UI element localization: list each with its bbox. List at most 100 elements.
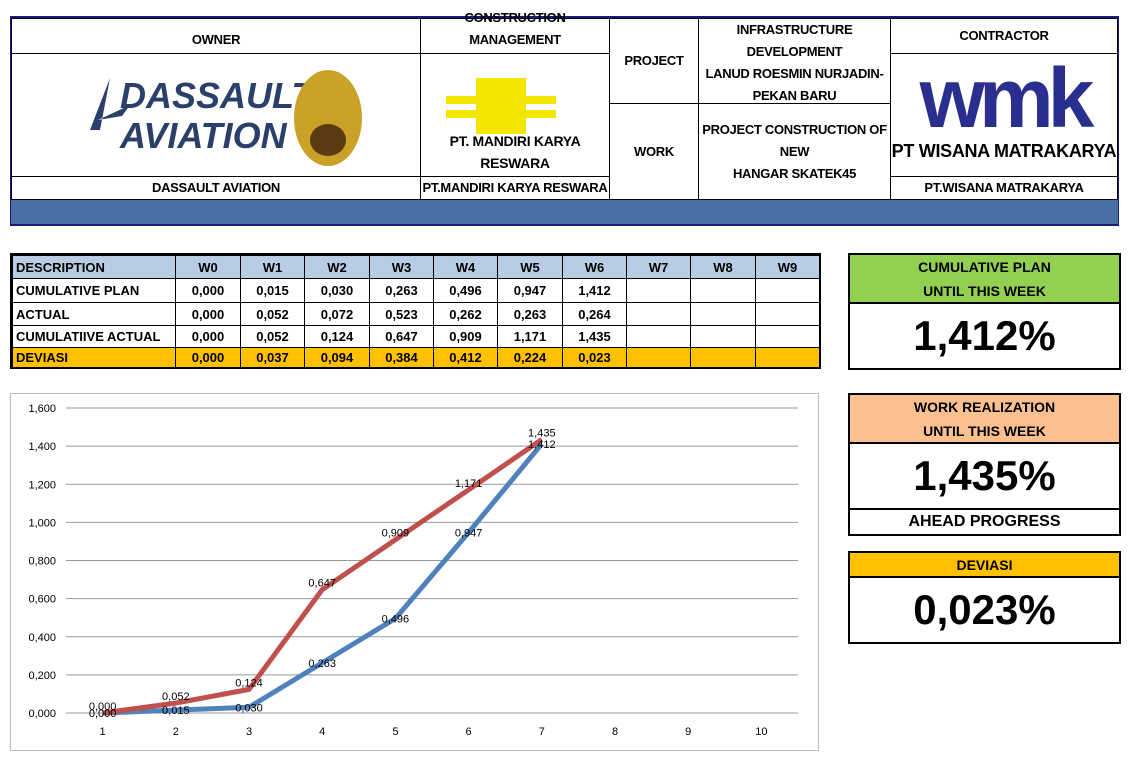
- table-cell: 0,496: [433, 278, 498, 303]
- owner-title: OWNER: [11, 18, 421, 54]
- table-empty-cell: [690, 347, 756, 368]
- summary-value: 0,023%: [913, 586, 1056, 633]
- table-cell: 0,052: [240, 302, 305, 326]
- summary-title: DEVIASI: [850, 553, 1119, 578]
- table-empty-cell: [755, 325, 820, 348]
- owner-logo-text: DASSAULT: [120, 75, 316, 116]
- table-header-cell: W0: [175, 255, 241, 279]
- cm-name: PT.MANDIRI KARYA RESWARA: [420, 176, 610, 200]
- table-empty-cell: [690, 325, 756, 348]
- project-info: INFRASTRUCTURE DEVELOPMENT LANUD ROESMIN…: [698, 18, 891, 104]
- data-label: 0,647: [308, 578, 336, 590]
- x-tick-label: 1: [100, 726, 106, 738]
- x-tick-label: 2: [173, 726, 179, 738]
- table-cell: 0,052: [240, 325, 305, 348]
- contractor-logo: wmk: [919, 51, 1095, 145]
- data-label: 0,496: [382, 613, 410, 625]
- table-cell: 0,023: [562, 347, 627, 368]
- y-tick-label: 1,600: [28, 403, 56, 415]
- table-empty-cell: [690, 278, 756, 303]
- emblem: [310, 124, 346, 156]
- table-empty-cell: [626, 347, 691, 368]
- table-header-cell: W1: [240, 255, 305, 279]
- project-line: INFRASTRUCTURE DEVELOPMENT: [736, 22, 853, 59]
- table-cell: 0,094: [304, 347, 370, 368]
- y-tick-label: 0,400: [28, 632, 56, 644]
- table-cell: 1,435: [562, 325, 627, 348]
- chart-frame: [10, 393, 819, 751]
- table-cell: 0,224: [497, 347, 563, 368]
- project-line: LANUD ROESMIN NURJADIN-: [705, 66, 884, 81]
- summary-title-line: CUMULATIVE PLAN: [918, 258, 1051, 275]
- table-cell: 0,947: [497, 278, 563, 303]
- project-label: PROJECT: [609, 18, 699, 104]
- contractor-logo-cell: wmk PT WISANA MATRAKARYA: [890, 53, 1118, 177]
- table-header-cell: W9: [755, 255, 820, 279]
- data-label: 0,263: [308, 658, 336, 670]
- contractor-title: CONTRACTOR: [890, 18, 1118, 54]
- y-tick-label: 0,000: [28, 708, 56, 720]
- x-tick-label: 10: [755, 726, 767, 738]
- summary-title-line: DEVIASI: [956, 556, 1013, 573]
- table-empty-cell: [626, 278, 691, 303]
- summary-note: AHEAD PROGRESS: [850, 508, 1119, 534]
- table-cell: 0,037: [240, 347, 305, 368]
- s-curve-chart: 0,000 0,200 0,400 0,600 0,800 1,000 1,200 1,400…: [10, 393, 819, 751]
- summary-title: WORK REALIZATION UNTIL THIS WEEK: [850, 395, 1119, 444]
- table-cell: ACTUAL: [12, 302, 176, 326]
- x-tick-label: 9: [685, 726, 691, 738]
- x-tick-label: 5: [392, 726, 398, 738]
- table-cell: DEVIASI: [12, 347, 176, 368]
- summary-title-line: UNTIL THIS WEEK: [923, 422, 1046, 439]
- data-label: 1,435: [528, 427, 556, 439]
- contractor-logo-name: PT WISANA MATRAKARYA: [891, 141, 1117, 161]
- table-cell: 0,412: [433, 347, 498, 368]
- table-empty-cell: [755, 302, 820, 326]
- table-cell: 0,909: [433, 325, 498, 348]
- y-tick-label: 1,200: [28, 479, 56, 491]
- table-cell: 0,000: [175, 302, 241, 326]
- y-tick-label: 1,400: [28, 441, 56, 453]
- table-cell: 0,264: [562, 302, 627, 326]
- summary-title: CUMULATIVE PLAN UNTIL THIS WEEK: [850, 255, 1119, 304]
- summary-value: 1,435%: [913, 452, 1056, 499]
- table-cell: 0,263: [369, 278, 434, 303]
- table-cell: 1,412: [562, 278, 627, 303]
- table-cell: 0,030: [304, 278, 370, 303]
- data-label: 0,124: [235, 677, 263, 689]
- owner-name: DASSAULT AVIATION: [11, 176, 421, 200]
- series-line: [102, 437, 544, 716]
- table-header-cell: W4: [433, 255, 498, 279]
- table-cell: CUMULATIVE PLAN: [12, 278, 176, 303]
- x-tick-label: 7: [539, 726, 545, 738]
- table-empty-cell: [626, 302, 691, 326]
- summary-box: DEVIASI 0,023%: [848, 551, 1121, 644]
- x-tick-label: 3: [246, 726, 252, 738]
- y-tick-label: 0,600: [28, 594, 56, 606]
- summary-value: 1,412%: [913, 312, 1056, 359]
- cm-logo: [446, 78, 556, 134]
- work-info: PROJECT CONSTRUCTION OF NEW HANGAR SKATE…: [698, 103, 891, 200]
- y-tick-label: 0,800: [28, 556, 56, 568]
- data-label: 0,052: [162, 691, 190, 703]
- data-label: 0,030: [235, 702, 263, 714]
- summary-box: CUMULATIVE PLAN UNTIL THIS WEEK 1,412%: [848, 253, 1121, 370]
- table-header-cell: W5: [497, 255, 563, 279]
- table-cell: 0,015: [240, 278, 305, 303]
- table-cell: 0,000: [175, 325, 241, 348]
- table-empty-cell: [755, 347, 820, 368]
- data-label: 1,171: [455, 478, 483, 490]
- data-label: 0,947: [455, 527, 483, 539]
- data-label: 0,000: [89, 708, 117, 720]
- data-label: 0,015: [162, 705, 190, 717]
- x-tick-label: 8: [612, 726, 618, 738]
- table-cell: 0,647: [369, 325, 434, 348]
- owner-logo: DASSAULT AVIATION: [90, 70, 362, 166]
- table-header-cell: W3: [369, 255, 434, 279]
- header-bar: [11, 200, 1118, 224]
- table-cell: 0,523: [369, 302, 434, 326]
- data-label: 0,909: [382, 528, 410, 540]
- table-header-cell: W7: [626, 255, 691, 279]
- table-header-cell: W8: [690, 255, 756, 279]
- summary-title-line: WORK REALIZATION: [913, 398, 1056, 415]
